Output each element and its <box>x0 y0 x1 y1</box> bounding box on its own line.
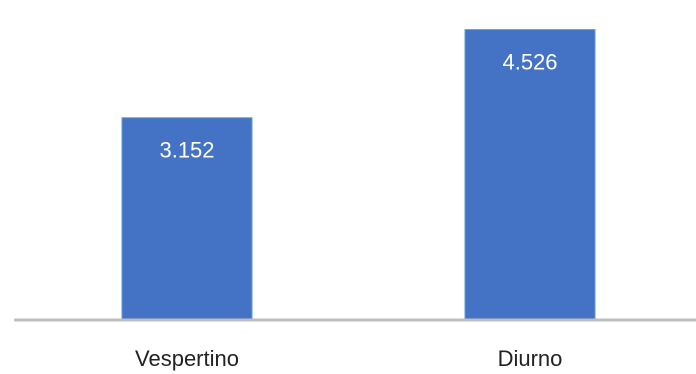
bar-vespertino <box>121 117 253 321</box>
bars-group <box>121 29 596 321</box>
x-tick-label-vespertino: Vespertino <box>135 346 239 371</box>
data-label-vespertino: 3.152 <box>159 138 214 163</box>
bar-diurno <box>464 29 596 321</box>
data-label-diurno: 4.526 <box>502 50 557 75</box>
x-tick-label-diurno: Diurno <box>498 346 563 371</box>
labels-group: 3.152 Vespertino 4.526 Diurno <box>135 50 562 371</box>
